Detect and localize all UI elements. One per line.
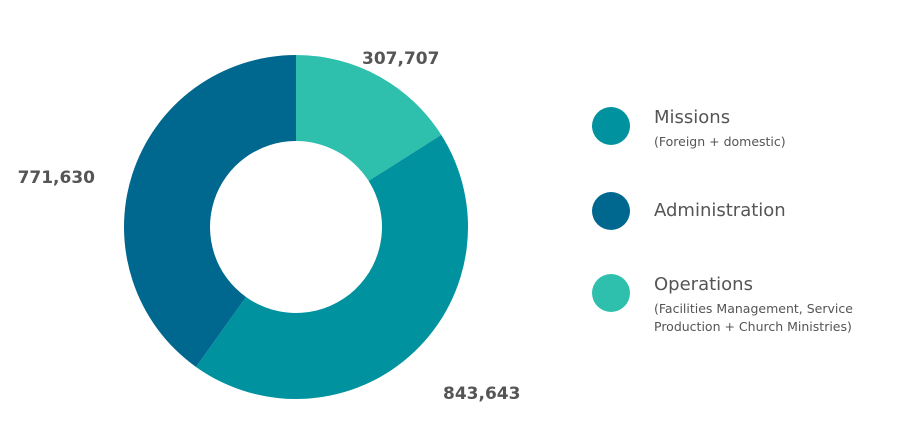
legend-swatch-missions (592, 107, 630, 145)
legend-text-administration: Administration (654, 192, 786, 222)
legend-label-administration: Administration (654, 200, 786, 221)
data-label-missions: 843,643 (443, 384, 520, 404)
legend-swatch-operations (592, 274, 630, 312)
legend-swatch-administration (592, 192, 630, 230)
legend-label-operations: Operations (654, 274, 753, 295)
slice-operations (296, 55, 442, 181)
legend-sub-missions: (Foreign + domestic) (654, 134, 786, 149)
legend-text-operations: Operations (Facilities Management, Servi… (654, 274, 853, 335)
legend-item-missions: Missions (Foreign + domestic) (592, 107, 786, 150)
legend-text-missions: Missions (Foreign + domestic) (654, 107, 786, 150)
legend-sub-operations-line1: (Facilities Management, Service (654, 301, 853, 316)
legend-item-operations: Operations (Facilities Management, Servi… (592, 274, 853, 335)
chart-legend: Missions (Foreign + domestic) Administra… (592, 0, 902, 446)
legend-label-missions: Missions (654, 107, 731, 128)
data-label-administration: 771,630 (18, 168, 96, 188)
legend-sub-operations-line2: Production + Church Ministries) (654, 319, 852, 334)
slice-missions (196, 134, 469, 400)
data-label-operations: 307,707 (362, 49, 439, 69)
slice-administration (124, 55, 296, 367)
legend-item-administration: Administration (592, 192, 786, 230)
